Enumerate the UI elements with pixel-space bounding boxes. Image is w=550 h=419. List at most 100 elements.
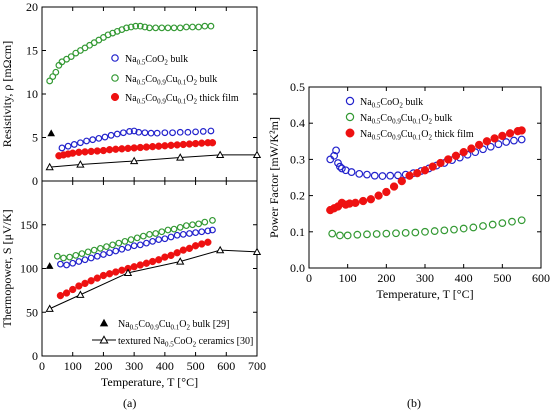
data-point bbox=[119, 129, 127, 137]
data-point bbox=[517, 216, 526, 225]
data-point bbox=[87, 147, 95, 156]
data-point bbox=[474, 140, 484, 150]
data-point bbox=[45, 162, 54, 171]
data-point bbox=[176, 257, 185, 265]
x-tick-label: 0 bbox=[306, 271, 312, 285]
data-point bbox=[421, 227, 429, 236]
data-point bbox=[486, 142, 495, 151]
series-blue bbox=[58, 127, 215, 152]
data-point bbox=[81, 256, 89, 264]
legend-label: Na0.5CoO2 bulk bbox=[360, 97, 423, 110]
data-point bbox=[87, 277, 95, 285]
data-point bbox=[189, 221, 196, 229]
data-point bbox=[386, 171, 395, 180]
data-point bbox=[148, 257, 157, 266]
x-tick-label: 500 bbox=[187, 359, 205, 373]
data-point bbox=[107, 131, 115, 139]
legend-marker bbox=[99, 335, 109, 344]
data-point bbox=[142, 259, 151, 267]
data-point bbox=[146, 230, 153, 238]
data-point bbox=[482, 137, 492, 146]
data-point bbox=[76, 290, 85, 298]
data-point bbox=[45, 262, 54, 269]
data-point bbox=[89, 136, 97, 144]
data-point bbox=[189, 23, 196, 31]
legend-marker bbox=[111, 74, 119, 82]
data-point bbox=[56, 291, 65, 300]
data-point bbox=[152, 230, 160, 237]
chart-b: 0.0 0.1 0.2 0.3 0.4 0.5 0 100 200 300 400 500 600 Pow… bbox=[267, 80, 550, 301]
y-tick-label: 10 bbox=[26, 87, 38, 101]
series-ref30 bbox=[45, 245, 262, 312]
data-point bbox=[112, 145, 120, 153]
data-point bbox=[112, 247, 120, 255]
x-tick-label: 100 bbox=[64, 359, 82, 373]
data-point bbox=[185, 244, 194, 253]
data-point bbox=[76, 160, 85, 168]
data-point bbox=[142, 143, 151, 151]
data-point bbox=[469, 223, 478, 232]
data-point bbox=[161, 235, 169, 243]
data-point bbox=[358, 196, 368, 206]
data-point bbox=[118, 245, 126, 253]
data-point bbox=[170, 225, 178, 233]
data-point bbox=[143, 239, 150, 247]
y-tick-label: 15 bbox=[26, 44, 38, 58]
data-point bbox=[326, 155, 335, 164]
data-point bbox=[209, 226, 216, 234]
data-point bbox=[328, 229, 337, 238]
legend-marker bbox=[99, 318, 109, 327]
data-point bbox=[420, 166, 430, 175]
data-point bbox=[517, 135, 526, 144]
data-point bbox=[136, 261, 144, 269]
x-tick-label: 400 bbox=[156, 359, 174, 373]
legend-label: Na0.5Co0.9Cu0.1O2 bulk [29] bbox=[118, 319, 229, 332]
data-point bbox=[363, 170, 371, 179]
data-point bbox=[161, 253, 169, 261]
data-point bbox=[57, 260, 64, 268]
data-point bbox=[47, 129, 56, 137]
legend-label: Na0.5Co0.9Cu0.1O2 bulk bbox=[125, 74, 217, 87]
data-point bbox=[186, 230, 193, 237]
data-point bbox=[173, 231, 181, 239]
x-tick-label: 100 bbox=[339, 271, 357, 285]
data-point bbox=[498, 219, 507, 228]
data-point bbox=[374, 191, 383, 200]
data-point bbox=[184, 128, 192, 136]
data-point bbox=[201, 218, 209, 226]
data-point bbox=[115, 239, 123, 247]
data-point bbox=[147, 129, 155, 137]
data-point bbox=[459, 148, 468, 157]
x-tick-label: 700 bbox=[248, 359, 266, 373]
y-axis-label: Power Factor [mW/K²m] bbox=[267, 117, 281, 238]
data-point bbox=[81, 279, 89, 288]
y-tick-label: 0.3 bbox=[290, 152, 305, 166]
series-blue bbox=[57, 226, 216, 269]
data-point bbox=[130, 242, 138, 250]
data-point bbox=[490, 134, 499, 143]
x-tick-label: 300 bbox=[125, 359, 143, 373]
y-tick-label: 0.1 bbox=[290, 225, 305, 239]
data-point bbox=[167, 251, 175, 260]
data-point bbox=[49, 73, 57, 80]
data-point bbox=[96, 244, 104, 252]
data-point bbox=[81, 148, 89, 156]
data-point bbox=[149, 237, 156, 245]
series-ref29 bbox=[45, 262, 54, 269]
data-point bbox=[72, 251, 80, 259]
y-tick-label: 0 bbox=[32, 174, 38, 188]
data-point bbox=[130, 127, 138, 135]
data-point bbox=[103, 243, 110, 251]
x-tick-label: 300 bbox=[416, 271, 434, 285]
data-point bbox=[167, 233, 175, 241]
data-point bbox=[84, 248, 92, 256]
data-point bbox=[252, 247, 262, 256]
data-point bbox=[158, 24, 166, 32]
data-point bbox=[389, 182, 399, 191]
data-point bbox=[126, 128, 133, 135]
data-point bbox=[191, 242, 200, 250]
data-point bbox=[136, 241, 144, 249]
legend-marker bbox=[345, 96, 355, 106]
data-point bbox=[155, 236, 163, 244]
